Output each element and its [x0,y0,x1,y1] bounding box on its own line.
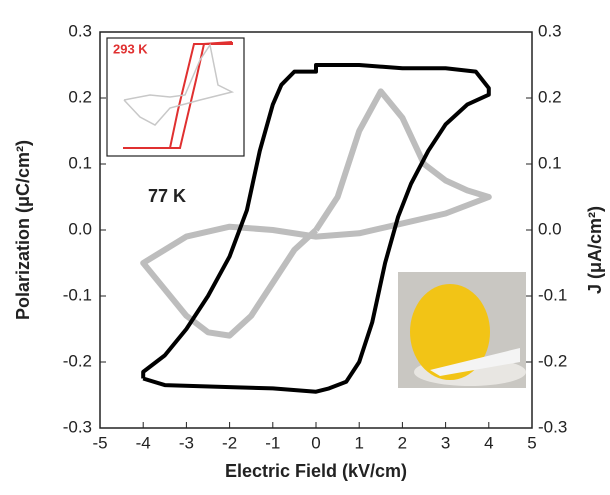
y-tick-label: -0.3 [63,417,92,436]
photo-disk [410,284,490,380]
series-line [141,63,491,394]
y-tick-label: 0.2 [68,87,92,106]
inset-current [123,43,235,126]
y-tick-label: 0.1 [68,153,92,172]
x-tick-label: -4 [136,433,151,452]
y-tick-label: 0.0 [68,219,92,238]
x-tick-label: -1 [265,433,280,452]
y2-tick-label: 0.3 [538,21,562,40]
inset-label: 293 K [113,41,148,56]
annotation: 77 K [148,186,186,206]
x-tick-label: 5 [527,433,536,452]
x-tick-label: -5 [92,433,107,452]
x-axis-label: Electric Field (kV/cm) [225,461,407,481]
x-tick-label: 3 [441,433,450,452]
photo-electrode [430,348,520,376]
y2-tick-label: -0.3 [538,417,567,436]
y2-tick-label: 0.2 [538,87,562,106]
y-tick-label: -0.2 [63,351,92,370]
x-tick-label: 2 [398,433,407,452]
y-tick-label: 0.3 [68,21,92,40]
y2-tick-label: -0.1 [538,285,567,304]
x-tick-label: 1 [354,433,363,452]
inset: 293 K [106,37,245,157]
y2-axis-label: J (μA/cm²) [585,206,605,294]
x-tick-label: 4 [484,433,493,452]
photo-inset [398,272,526,388]
y2-tick-label: 0.0 [538,219,562,238]
series-line [140,88,492,339]
y2-tick-label: 0.1 [538,153,562,172]
y-tick-label: -0.1 [63,285,92,304]
x-tick-label: -2 [222,433,237,452]
inset-loop [123,41,233,149]
y2-tick-label: -0.2 [538,351,567,370]
y-axis-label: Polarization (μC/cm²) [13,140,33,320]
x-tick-label: 0 [311,433,320,452]
x-tick-label: -3 [179,433,194,452]
